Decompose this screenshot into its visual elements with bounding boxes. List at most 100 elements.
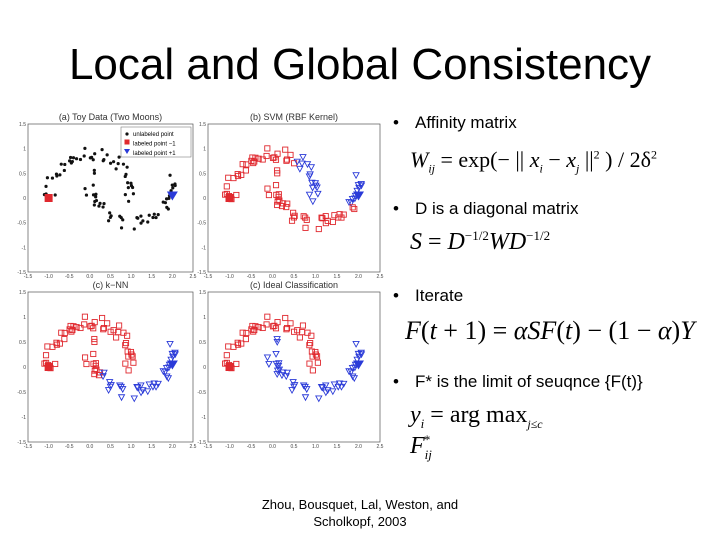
y-tick-label: 1: [23, 147, 26, 153]
class-minus-point: [283, 157, 290, 164]
class-minus-point: [263, 321, 270, 328]
class-plus-point: [329, 388, 337, 396]
class-plus-point: [303, 161, 312, 169]
unlabeled-point: [108, 211, 112, 215]
class-minus-point: [81, 354, 89, 361]
y-tick-label: -0.5: [197, 221, 206, 227]
unlabeled-point: [91, 193, 96, 197]
class-plus-point: [296, 165, 304, 173]
class-plus-point: [164, 375, 173, 383]
unlabeled-point: [123, 193, 127, 197]
class-minus-point: [122, 342, 129, 349]
unlabeled-point: [161, 200, 165, 204]
unlabeled-point: [93, 152, 97, 156]
labeled-point-plus: [353, 191, 364, 201]
class-plus-point: [150, 380, 159, 388]
class-plus-point: [330, 381, 339, 389]
x-tick-label: -1.5: [204, 274, 213, 280]
x-tick-label: -1.5: [24, 274, 33, 280]
class-plus-point: [301, 394, 310, 402]
class-minus-point: [290, 214, 297, 221]
class-minus-point: [242, 336, 249, 343]
class-minus-point: [90, 350, 97, 358]
unlabeled-point: [126, 181, 130, 185]
y-tick-label: 0.5: [19, 171, 26, 177]
unlabeled-point: [126, 186, 130, 190]
class-plus-point: [339, 380, 348, 388]
y-tick-label: -1: [202, 415, 207, 421]
x-tick-label: 0.5: [107, 444, 114, 450]
class-minus-point: [264, 145, 271, 152]
label-equation: yi = arg maxj≤c Fij*: [410, 402, 543, 462]
class-minus-point: [306, 360, 313, 367]
class-minus-point: [263, 152, 270, 160]
class-minus-point: [66, 326, 73, 333]
x-tick-label: -1.0: [44, 444, 53, 450]
class-minus-point: [278, 203, 286, 210]
class-minus-point: [349, 204, 356, 211]
class-plus-point: [288, 387, 296, 394]
unlabeled-point: [171, 186, 175, 190]
class-plus-point: [107, 382, 115, 389]
bullet-text: F* is the limit of seuqnce {F(t)}: [415, 372, 643, 391]
unlabeled-point: [139, 221, 143, 225]
unlabeled-point: [83, 187, 87, 191]
class-minus-point: [274, 319, 281, 326]
x-tick-label: 1.5: [148, 274, 155, 280]
x-tick-label: 2.5: [377, 444, 384, 450]
class-minus-point: [284, 156, 291, 163]
class-plus-point: [305, 191, 314, 199]
unlabeled-point: [125, 165, 129, 169]
legend-entry: labeled point −1: [133, 142, 176, 148]
x-tick-label: 0.5: [291, 274, 298, 280]
class-minus-point: [287, 151, 294, 158]
class-minus-point: [58, 329, 65, 336]
class-plus-point: [308, 179, 316, 187]
bullet-text: Iterate: [415, 286, 464, 305]
class-plus-point: [152, 383, 160, 391]
class-minus-point: [91, 338, 98, 346]
unlabeled-point: [151, 215, 155, 220]
class-minus-point: [239, 329, 246, 336]
x-tick-label: 2.0: [169, 274, 176, 280]
class-minus-point: [272, 156, 280, 163]
x-tick-label: 1.0: [128, 274, 135, 280]
class-plus-point: [315, 395, 323, 403]
unlabeled-point: [100, 148, 104, 152]
class-minus-point: [336, 211, 343, 218]
unlabeled-point: [121, 162, 126, 166]
class-minus-point: [259, 324, 266, 332]
class-plus-point: [345, 199, 353, 207]
unlabeled-point: [53, 193, 57, 197]
y-tick-label: -1.5: [17, 440, 26, 446]
class-minus-point: [238, 171, 245, 178]
class-minus-point: [116, 322, 123, 329]
y-tick-label: 0: [23, 365, 26, 371]
class-minus-point: [242, 167, 249, 174]
y-tick-label: 1.5: [19, 290, 26, 296]
class-minus-point: [225, 174, 232, 181]
unlabeled-point: [92, 203, 96, 207]
class-minus-point: [294, 327, 301, 334]
unlabeled-point: [165, 205, 169, 209]
class-minus-point: [83, 360, 90, 368]
panel-title: (c) Ideal Classification: [250, 280, 338, 290]
bullet-text: D is a diagonal matrix: [415, 199, 579, 218]
class-minus-point: [234, 339, 241, 346]
class-minus-point: [302, 224, 309, 231]
unlabeled-point: [167, 196, 171, 201]
unlabeled-point: [147, 213, 151, 217]
y-tick-label: -1.5: [197, 270, 206, 276]
scatter-panel: (a) Toy Data (Two Moons) -1.5 -1.0 -0.5 0.0 0…: [17, 112, 196, 280]
class-plus-point: [273, 371, 281, 379]
unlabeled-point: [88, 156, 92, 160]
class-plus-point: [355, 353, 363, 361]
unlabeled-point: [45, 176, 50, 180]
class-plus-point: [309, 198, 317, 206]
unlabeled-point: [129, 184, 134, 188]
class-minus-point: [284, 324, 291, 332]
class-minus-point: [264, 313, 271, 320]
class-plus-point: [282, 373, 290, 381]
x-tick-label: 2.0: [355, 274, 362, 280]
class-minus-point: [306, 342, 313, 349]
